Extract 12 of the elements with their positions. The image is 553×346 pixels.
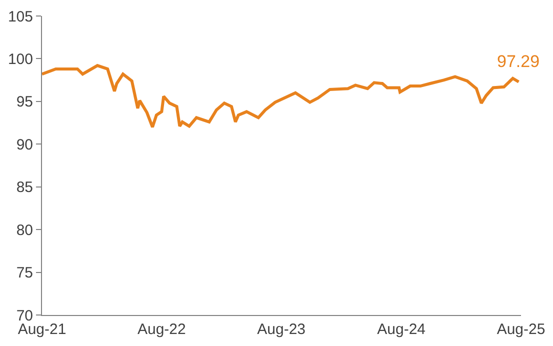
x-tick-label: Aug-22 bbox=[137, 321, 186, 338]
y-tick-label: 80 bbox=[16, 222, 33, 239]
annotation: 97.29 bbox=[497, 52, 540, 71]
x-tick-label: Aug-23 bbox=[257, 321, 306, 338]
y-tick-label: 90 bbox=[16, 136, 33, 154]
y-tick-label: 105 bbox=[8, 8, 33, 26]
x-tick-label: Aug-25 bbox=[496, 321, 546, 338]
y-tick-label: 100 bbox=[8, 50, 33, 68]
x-tick-label: Aug-24 bbox=[377, 321, 426, 338]
y-tick-label: 85 bbox=[16, 179, 33, 196]
y-tick-label: 75 bbox=[16, 264, 33, 282]
y-tick-label: 95 bbox=[16, 94, 33, 111]
